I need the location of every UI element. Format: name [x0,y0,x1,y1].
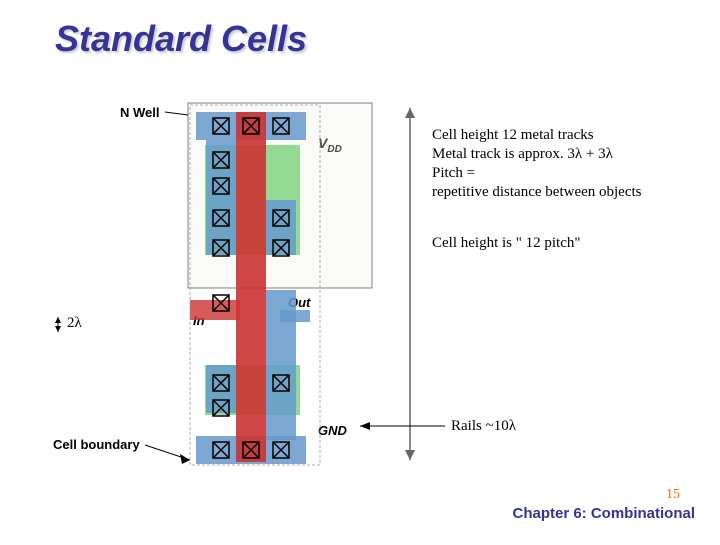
standard-cell-diagram [0,0,720,545]
